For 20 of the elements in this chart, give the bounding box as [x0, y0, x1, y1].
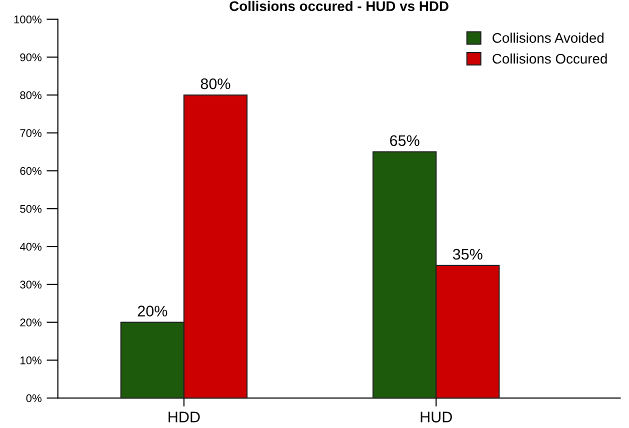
- data-label: 20%: [138, 306, 168, 316]
- data-label: 65%: [390, 135, 420, 146]
- y-tick-label: 50%: [20, 204, 42, 213]
- legend-label: Collisions Occured: [492, 53, 607, 64]
- y-tick-label: 10%: [20, 356, 42, 364]
- data-label: 35%: [452, 248, 482, 260]
- legend-label: Collisions Avoided: [492, 32, 604, 43]
- y-tick-label: 20%: [20, 318, 42, 326]
- y-tick-label: 40%: [20, 242, 42, 251]
- y-tick-label: 0%: [26, 394, 42, 402]
- y-tick-label: 60%: [20, 167, 42, 175]
- y-tick-label: 80%: [20, 91, 42, 100]
- y-tick-label: 100%: [14, 16, 42, 24]
- chart-title: Collisions occured - HUD vs HDD: [230, 0, 448, 12]
- y-tick-label: 30%: [20, 280, 42, 289]
- y-tick-label: 70%: [20, 129, 42, 138]
- x-tick-label: HDD: [168, 412, 200, 422]
- data-label: 80%: [200, 78, 230, 90]
- x-tick-label: HUD: [420, 412, 452, 422]
- y-tick-label: 90%: [20, 53, 42, 62]
